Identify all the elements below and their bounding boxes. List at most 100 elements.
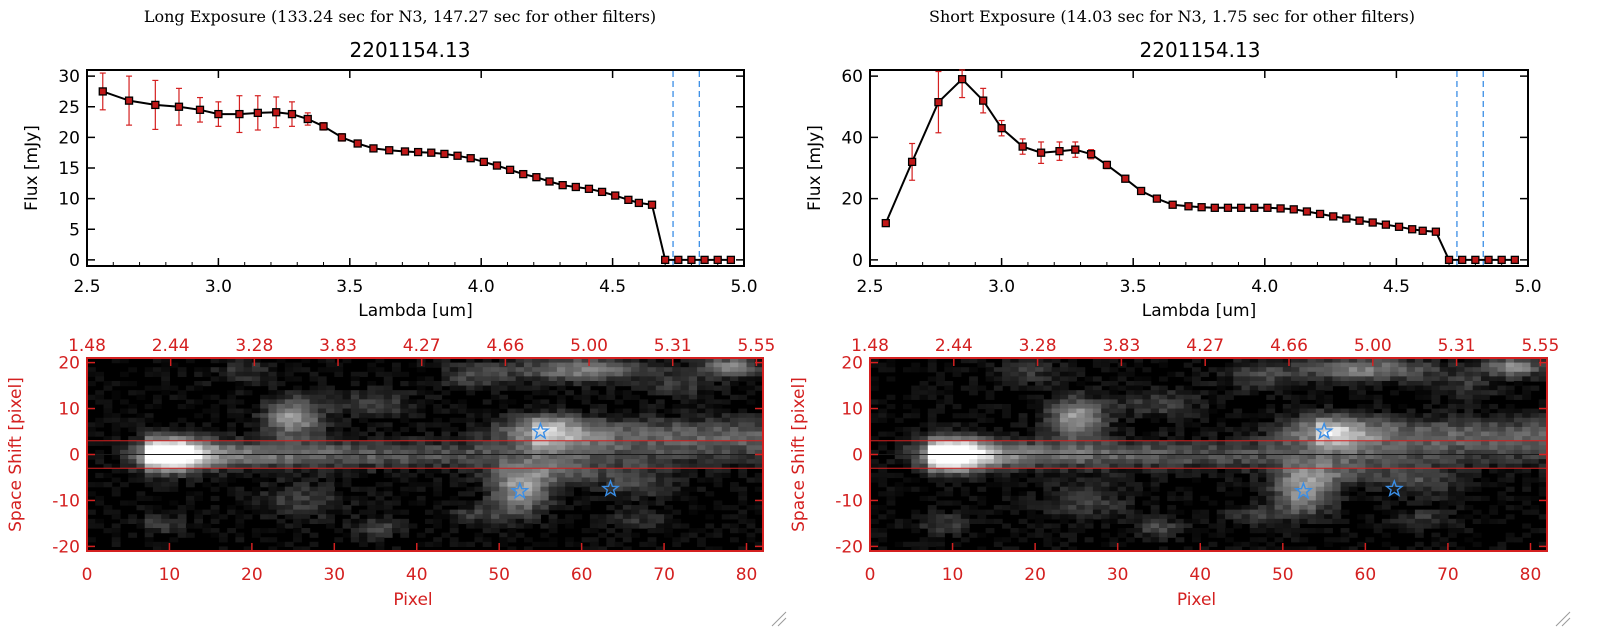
- heatmap-cell: [227, 459, 236, 465]
- source-star-marker: [510, 481, 530, 500]
- heatmap-cell: [664, 449, 673, 456]
- heatmap-cell: [647, 371, 657, 377]
- heatmap-cell: [1431, 422, 1441, 428]
- heatmap-cell: [1398, 463, 1408, 469]
- heatmap-cell: [449, 385, 459, 391]
- heatmap-cell: [1315, 486, 1325, 492]
- heatmap-cell: [383, 514, 393, 520]
- heatmap-cell: [993, 468, 1003, 474]
- heatmap-cell: [1390, 422, 1399, 428]
- heatmap-cell: [1208, 459, 1218, 465]
- heatmap-cell: [631, 440, 640, 446]
- heatmap-cell: [1010, 482, 1020, 488]
- heatmap-cell: [672, 445, 682, 451]
- heatmap-cell: [1051, 422, 1061, 428]
- heatmap-cell: [672, 376, 682, 382]
- heatmap-cell: [738, 514, 748, 520]
- heatmap-cell: [499, 380, 509, 387]
- heatmap-cell: [878, 477, 888, 483]
- heatmap-cell: [1092, 390, 1102, 396]
- heatmap-cell: [631, 367, 640, 373]
- heatmap-cell: [375, 390, 385, 396]
- heatmap-cell: [952, 472, 962, 479]
- heatmap-cell: [1414, 358, 1424, 364]
- heatmap-cell: [655, 528, 665, 534]
- heatmap-cell: [1241, 390, 1251, 396]
- heatmap-cell: [1480, 431, 1490, 437]
- heatmap-cell: [194, 431, 204, 437]
- heatmap-cell: [1134, 390, 1144, 396]
- heatmap-cell: [721, 408, 731, 414]
- heatmap-cell: [235, 514, 245, 520]
- heatmap-cell: [119, 408, 129, 414]
- heatmap-cell: [425, 445, 434, 451]
- heatmap-cell: [738, 528, 748, 534]
- heatmap-cell: [548, 436, 558, 442]
- heatmap-cell: [1315, 422, 1325, 428]
- heatmap-cell: [1249, 413, 1259, 419]
- heatmap-cell: [1167, 413, 1177, 419]
- data-point: [532, 173, 541, 182]
- heatmap-cell: [1464, 422, 1474, 428]
- heatmap-cell: [466, 422, 476, 428]
- heatmap-cell: [622, 518, 632, 525]
- heatmap-cell: [1348, 426, 1358, 433]
- heatmap-cell: [614, 362, 624, 368]
- heatmap-cell: [548, 426, 558, 433]
- heatmap-cell: [1505, 436, 1515, 442]
- heatmap-cell: [1035, 431, 1044, 437]
- heatmap-cell: [1274, 468, 1284, 474]
- heatmap-cell: [664, 459, 673, 465]
- heatmap-cell: [1373, 468, 1383, 474]
- heatmap-cell: [1472, 431, 1482, 437]
- heatmap-cell: [1307, 408, 1317, 414]
- heatmap-cell: [738, 422, 748, 428]
- heatmap-cell: [1324, 449, 1333, 456]
- heatmap-cell: [548, 454, 558, 460]
- heatmap-cell: [1282, 385, 1292, 391]
- heatmap-cell: [581, 495, 591, 502]
- heatmap-cell: [1225, 477, 1234, 483]
- heatmap-cell: [1324, 472, 1333, 479]
- heatmap-cell: [103, 472, 113, 479]
- heatmap-cell: [746, 477, 756, 483]
- heatmap-cell: [754, 422, 764, 428]
- heatmap-cell: [606, 362, 616, 368]
- heatmap-cell: [1414, 417, 1424, 423]
- heatmap-cell: [1109, 445, 1119, 451]
- heatmap-cell: [1456, 454, 1466, 460]
- heatmap-cell: [565, 505, 574, 511]
- heatmap-cell: [672, 417, 682, 423]
- heatmap-cell: [672, 426, 682, 433]
- heatmap-cell: [1150, 436, 1160, 442]
- heatmap-cell: [738, 431, 748, 437]
- heatmap-cell: [202, 472, 212, 479]
- heatmap-cell: [1010, 440, 1020, 446]
- heatmap-cell: [1018, 495, 1028, 502]
- heatmap-cell: [639, 477, 649, 483]
- heatmap-cell: [441, 436, 451, 442]
- heatmap-cell: [1390, 426, 1399, 433]
- heatmap-cell: [1538, 376, 1548, 382]
- heatmap-cell: [1249, 358, 1259, 364]
- heatmap-cell: [1505, 495, 1515, 502]
- heatmap-cell: [1299, 445, 1309, 451]
- heatmap-cell: [1167, 371, 1177, 377]
- heatmap-cell: [103, 413, 113, 419]
- heatmap-cell: [1365, 436, 1375, 442]
- heatmap-cell: [1084, 436, 1094, 442]
- heatmap-cell: [532, 403, 542, 410]
- heatmap-cell: [985, 431, 995, 437]
- heatmap-cell: [532, 362, 542, 368]
- heatmap-cell: [1299, 431, 1309, 437]
- heatmap-cell: [317, 495, 327, 502]
- heatmap-cell: [1059, 394, 1069, 400]
- heatmap-cell: [960, 440, 970, 446]
- heatmap-cell: [218, 376, 228, 382]
- heatmap-cell: [210, 468, 220, 474]
- heatmap-cell: [1431, 394, 1441, 400]
- heatmap-cell: [1241, 358, 1251, 364]
- heatmap-cell: [260, 463, 269, 469]
- heatmap-cell: [383, 436, 393, 442]
- heatmap-cell: [1216, 422, 1226, 428]
